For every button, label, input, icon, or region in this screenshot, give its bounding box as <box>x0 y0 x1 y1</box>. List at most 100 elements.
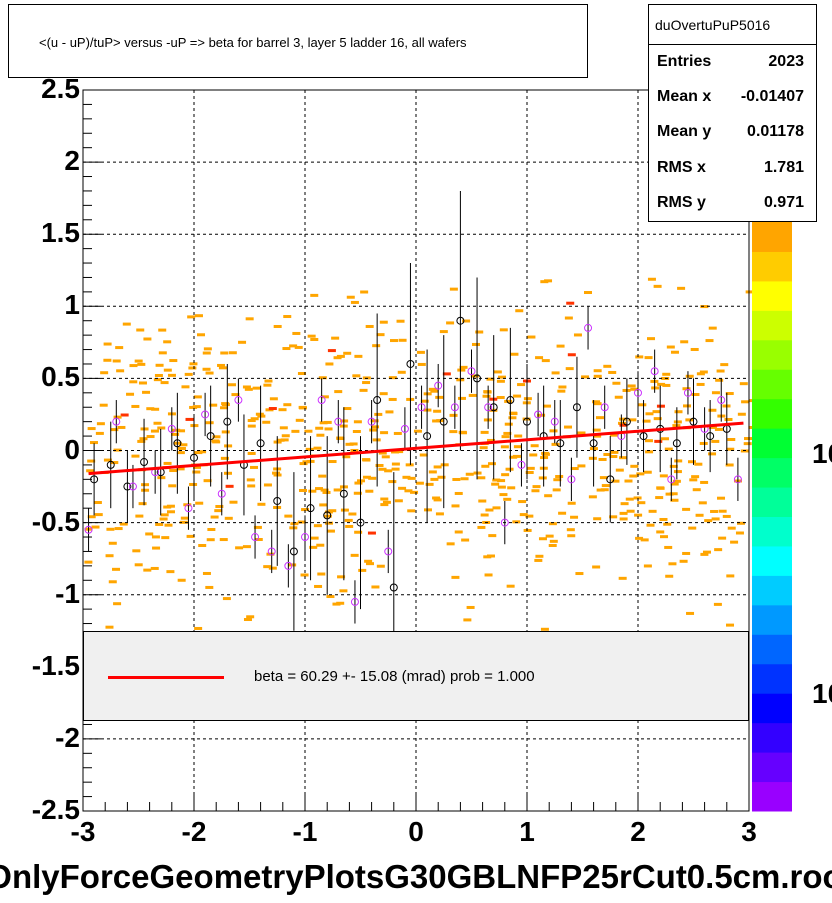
histogram-cell <box>269 397 278 401</box>
histogram-cell <box>534 558 543 562</box>
profile-point-magenta <box>301 533 309 542</box>
histogram-cell <box>555 474 564 478</box>
histogram-cell <box>87 515 96 519</box>
histogram-cell <box>413 429 422 433</box>
histogram-cell <box>359 388 368 392</box>
histogram-cell <box>677 286 686 290</box>
histogram-cell <box>517 383 526 387</box>
histogram-cell <box>160 381 169 385</box>
histogram-cell <box>477 476 486 480</box>
histogram-cell <box>391 467 400 471</box>
histogram-cell <box>525 514 534 518</box>
profile-point-magenta <box>534 410 543 419</box>
histogram-cell <box>264 379 273 383</box>
histogram-cell <box>510 352 519 356</box>
histogram-cell <box>435 512 444 516</box>
histogram-cell <box>310 293 319 297</box>
histogram-cell <box>698 501 707 505</box>
histogram-cell <box>402 475 411 479</box>
histogram-cell <box>577 431 586 435</box>
histogram-cell <box>131 454 140 458</box>
histogram-cell <box>283 403 292 407</box>
profile-point-magenta <box>112 417 121 426</box>
histogram-cell <box>686 611 695 615</box>
histogram-cell <box>354 481 363 485</box>
histogram-cell <box>320 488 329 492</box>
histogram-cell <box>499 493 508 497</box>
histogram-cell <box>619 511 628 515</box>
histogram-cell <box>704 519 713 523</box>
histogram-cell <box>193 395 202 399</box>
histogram-cell <box>168 484 177 488</box>
histogram-cell <box>150 566 159 570</box>
footer-filename: OnlyForceGeometryPlotsG30GBLNFP25rCut0.5… <box>0 858 832 895</box>
histogram-cell <box>628 418 637 422</box>
colorbar-cell <box>752 575 792 606</box>
y-tick-label: 2 <box>64 145 80 177</box>
profile-point-black <box>523 417 531 426</box>
histogram-cell <box>94 513 103 517</box>
histogram-cell <box>500 445 509 449</box>
histogram-cell <box>284 514 293 518</box>
histogram-cell <box>188 366 197 370</box>
histogram-cell <box>169 359 178 363</box>
histogram-cell <box>570 467 579 471</box>
histogram-cell <box>506 584 515 588</box>
histogram-cell <box>362 475 371 479</box>
histogram-cell <box>305 447 314 451</box>
histogram-cell <box>280 438 289 442</box>
histogram-cell <box>220 406 229 410</box>
histogram-cell <box>461 538 470 542</box>
histogram-cell <box>549 539 558 543</box>
histogram-cell <box>744 437 753 441</box>
histogram-cell <box>665 492 674 496</box>
histogram-cell <box>390 339 399 343</box>
histogram-cell <box>382 500 391 504</box>
histogram-cell <box>630 387 639 391</box>
histogram-cell <box>151 535 160 539</box>
histogram-cell <box>322 490 331 494</box>
stat-row-entries: Entries 2023 <box>649 45 816 79</box>
histogram-cell <box>652 410 661 414</box>
histogram-cell <box>651 386 660 390</box>
histogram-cell <box>206 538 215 542</box>
histogram-cell <box>95 431 104 435</box>
histogram-cell <box>164 523 173 527</box>
stat-label: RMS x <box>657 159 706 176</box>
profile-point-black <box>306 504 315 513</box>
histogram-cell <box>299 488 308 492</box>
colorbar-cell <box>752 280 792 311</box>
histogram-cell <box>304 429 313 433</box>
histogram-cell <box>708 408 717 412</box>
profile-point-black <box>622 417 631 426</box>
histogram-cell <box>146 407 155 411</box>
histogram-cell <box>129 380 138 384</box>
histogram-cell <box>103 358 112 362</box>
histogram-cell <box>231 393 240 397</box>
histogram-cell <box>653 417 662 421</box>
colorbar-cell <box>752 222 792 252</box>
histogram-cell <box>699 370 708 374</box>
histogram-cell <box>460 477 469 481</box>
histogram-cell <box>250 465 259 469</box>
histogram-cell <box>345 442 354 446</box>
histogram-cell <box>508 416 517 420</box>
histogram-cell <box>381 455 390 459</box>
histogram-cell <box>634 513 643 517</box>
histogram-cell <box>488 534 497 538</box>
histogram-cell <box>417 362 426 366</box>
histogram-cell <box>527 335 536 339</box>
histogram-cell <box>689 478 698 482</box>
colorbar-cell <box>752 722 792 753</box>
histogram-cell <box>378 451 387 455</box>
histogram-cell <box>670 498 679 502</box>
histogram-cell <box>465 472 474 476</box>
histogram-cell <box>544 494 553 498</box>
histogram-cell <box>397 370 406 374</box>
histogram-cell <box>176 451 185 455</box>
histogram-cell <box>333 356 342 360</box>
stat-row-mean-x: Mean x -0.01407 <box>649 80 816 114</box>
histogram-cell <box>353 491 362 495</box>
histogram-cell <box>348 512 357 516</box>
histogram-cell <box>194 626 203 630</box>
